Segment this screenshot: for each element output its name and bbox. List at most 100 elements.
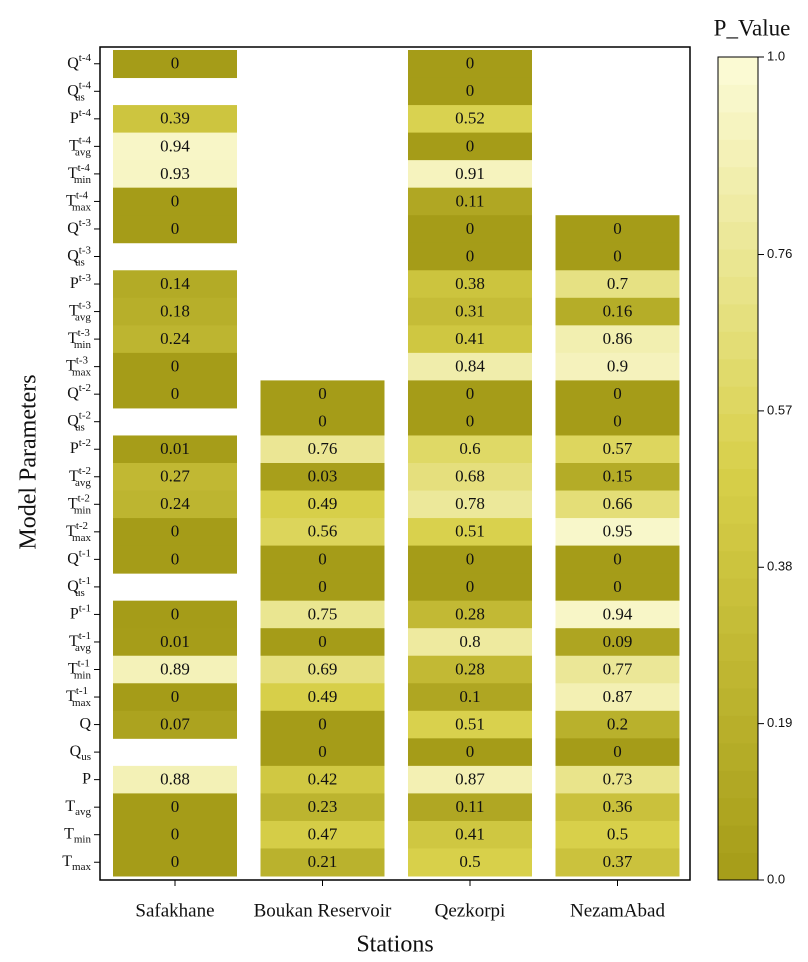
y-axis-title: Model Parameters [16, 374, 42, 549]
heatmap-cell [408, 848, 532, 877]
cell-label: 0.38 [455, 274, 485, 293]
colorbar-step [718, 358, 758, 387]
heatmap-cell [113, 490, 237, 519]
cell-label: 0 [318, 742, 327, 761]
cell-label: 0.47 [308, 825, 338, 844]
row-base: T [66, 523, 76, 540]
colorbar-tick-label: 0.38 [767, 559, 792, 574]
row-base: Q [67, 54, 79, 71]
y-tick-label: Tt-1 max [66, 685, 91, 709]
cell-label: 0.18 [160, 301, 190, 320]
y-tick-label: Tt-3 avg [69, 299, 92, 323]
row-base: T [69, 137, 79, 154]
heatmap-cell [260, 463, 385, 492]
heatmap-cell [555, 765, 680, 794]
row-sup: t-1 [79, 574, 91, 586]
row-base: Q [79, 715, 91, 732]
row-sub: avg [75, 311, 91, 323]
cell-label: 0.94 [160, 136, 190, 155]
colorbar-step [718, 249, 758, 277]
cell-label: 0.2 [607, 714, 628, 733]
x-axis-title: Stations [356, 932, 433, 958]
cell-label: 0.6 [459, 439, 480, 458]
cell-label: 0.49 [308, 687, 338, 706]
colorbar-title: P_Value [714, 15, 791, 40]
row-sup: t-3 [79, 244, 92, 256]
cell-label: 0.88 [160, 770, 190, 789]
y-tick-label: Tt-2 max [66, 519, 91, 543]
colorbar-step [718, 413, 758, 442]
row-sub: us [75, 91, 85, 103]
cell-label: 0 [613, 742, 622, 761]
heatmap-cell [408, 352, 532, 381]
y-tick-label: Pt-2 [70, 437, 91, 457]
cell-label: 0.87 [455, 770, 485, 789]
row-sup: t-2 [79, 382, 91, 394]
row-base: T [62, 853, 72, 870]
heatmap-cell [555, 215, 680, 244]
heatmap-cell [555, 242, 680, 271]
cell-label: 0 [466, 219, 475, 238]
cell-label: 0.49 [308, 494, 338, 513]
heatmap-cell [260, 765, 385, 794]
row-base: Q [67, 82, 79, 99]
heatmap-cell [260, 683, 385, 712]
row-sup: t-3 [78, 327, 91, 339]
cell-label: 0.5 [607, 825, 628, 844]
cell-label: 0.68 [455, 467, 485, 486]
heatmap-cell [113, 600, 237, 629]
heatmap-cell [555, 407, 680, 436]
heatmap-cell [555, 545, 680, 574]
cell-label: 0.95 [603, 522, 633, 541]
y-tick-label: Qt-2 us [67, 409, 91, 433]
heatmap-cell [260, 738, 385, 767]
cell-label: 0.66 [603, 494, 633, 513]
row-sub: max [72, 531, 91, 543]
row-sub: max [72, 201, 91, 213]
heatmap-cell [408, 215, 532, 244]
heatmap-cell [113, 297, 237, 326]
row-sub: us [75, 586, 85, 598]
heatmap-cell [408, 518, 532, 547]
colorbar-step [718, 633, 758, 662]
heatmap-cell [555, 463, 680, 492]
cell-label: 0.23 [308, 797, 338, 816]
heatmap-cell [555, 352, 680, 381]
heatmap-cell [113, 683, 237, 712]
cell-label: 0.75 [308, 604, 338, 623]
cell-label: 0.51 [455, 522, 485, 541]
cell-label: 0.76 [308, 439, 338, 458]
y-tick-label: Tmin [64, 825, 91, 845]
cell-label: 0 [318, 412, 327, 431]
heatmap-cell [555, 435, 680, 464]
heatmap-cell [260, 655, 385, 684]
row-sup: t-2 [76, 519, 88, 531]
heatmap-cell [113, 352, 237, 381]
heatmap-cell [260, 820, 385, 849]
colorbar-step [718, 797, 758, 826]
heatmap-cell [113, 215, 237, 244]
row-sub: avg [75, 641, 91, 653]
cell-label: 0 [613, 549, 622, 568]
cell-label: 0.11 [455, 191, 484, 210]
heatmap-cell [113, 765, 237, 794]
row-sup: t-4 [79, 106, 92, 118]
y-tick-label: Qus [70, 743, 91, 763]
heatmap-cell [260, 793, 385, 822]
row-sup: t-1 [78, 657, 90, 669]
row-base: Q [67, 247, 79, 264]
heatmap-cell [113, 545, 237, 574]
row-base: T [65, 798, 75, 815]
cell-label: 0 [171, 191, 180, 210]
x-tick-label: Safakhane [135, 900, 214, 921]
cell-label: 0.36 [603, 797, 633, 816]
cell-label: 0.27 [160, 467, 190, 486]
row-sup: t-1 [79, 547, 91, 559]
y-tick-label: Tavg [65, 798, 91, 818]
y-tick-label: Tt-3 max [66, 354, 91, 378]
heatmap-cell [113, 105, 237, 134]
heatmap-cell [555, 683, 680, 712]
row-sub: us [81, 751, 91, 763]
cell-label: 0 [466, 384, 475, 403]
